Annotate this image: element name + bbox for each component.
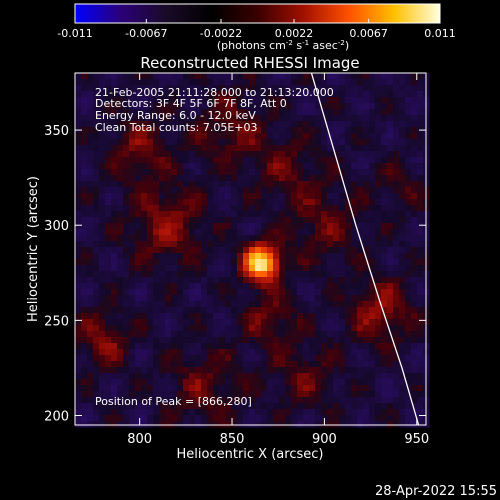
x-tick-label: 900: [312, 432, 337, 447]
plot-frame: [74, 72, 427, 426]
x-tick-label: 950: [404, 432, 429, 447]
annotation-clean-counts: Clean Total counts: 7.05E+03: [95, 121, 258, 134]
annotation-time-range: 21-Feb-2005 21:11:28.000 to 21:13:20.000: [95, 86, 334, 99]
peak-position-label: Position of Peak = [866,280]: [95, 395, 252, 408]
x-tick-label: 850: [220, 432, 245, 447]
annotation-detectors: Detectors: 3F 4F 5F 6F 7F 8F, Att 0: [95, 97, 287, 110]
y-tick-label: 300: [44, 219, 69, 234]
footer-timestamp: 28-Apr-2022 15:55: [375, 484, 497, 499]
annotation-energy-range: Energy Range: 6.0 - 12.0 keV: [95, 109, 256, 122]
x-axis-ticks: 800 850 900 950: [127, 73, 429, 447]
colorbar-tick-label: 0.0067: [349, 27, 388, 40]
y-axis-label: Heliocentric Y (arcsec): [26, 176, 41, 322]
x-tick-label: 800: [127, 432, 152, 447]
colorbar-tick-labels: -0.011 -0.0067 -0.0022 0.0022 0.0067 0.011: [57, 27, 455, 40]
heatmap-image: [75, 73, 430, 428]
colorbar-tick-label: 0.011: [424, 27, 456, 40]
solar-limb-line: [310, 72, 420, 426]
colorbar-tick-label: -0.0022: [200, 27, 242, 40]
colorbar-tick-label: -0.0067: [125, 27, 167, 40]
y-tick-label: 200: [44, 409, 69, 424]
x-axis-label: Heliocentric X (arcsec): [177, 447, 324, 462]
y-axis-ticks: 200 250 300 350: [44, 124, 426, 424]
colorbar-tick-label: 0.0022: [275, 27, 314, 40]
y-tick-label: 250: [44, 314, 69, 329]
y-tick-label: 350: [44, 124, 69, 139]
chart-title: Reconstructed RHESSI Image: [140, 54, 359, 72]
colorbar-tick-label: -0.011: [57, 27, 92, 40]
colorbar: [74, 3, 441, 24]
colorbar-unit-label: (photons cm-2 s-1 asec-2): [217, 39, 349, 52]
colorbar-ticks: [74, 19, 441, 23]
